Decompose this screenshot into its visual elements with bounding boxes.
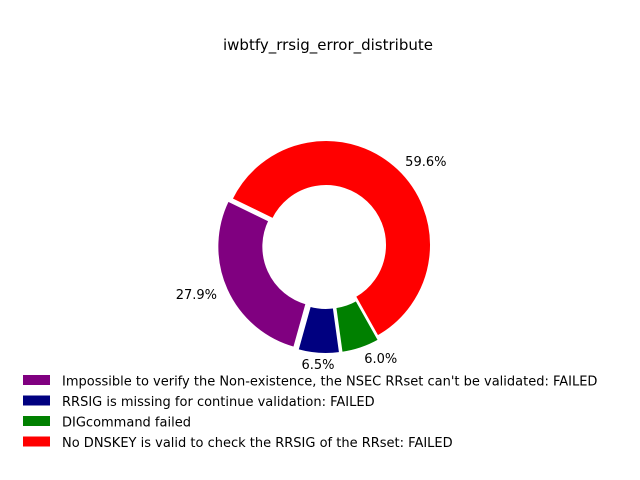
- pie-slice-4: [230, 139, 432, 338]
- legend-entry-4: No DNSKEY is valid to check the RRSIG of…: [23, 436, 453, 451]
- legend: Impossible to verify the Non-existence, …: [23, 375, 597, 451]
- legend-swatch-1: [23, 375, 50, 385]
- percent-labels-layer: 27.9% 6.5% 6.0% 59.6%: [176, 155, 447, 373]
- pie-slice-2: [296, 304, 342, 355]
- slices-layer: [216, 139, 432, 355]
- slice-percent-label-3: 6.0%: [364, 352, 397, 367]
- pie-slice-1: [216, 199, 308, 350]
- legend-entry-3: DIGcommand failed: [23, 416, 191, 431]
- legend-label-2: RRSIG is missing for continue validation…: [62, 395, 375, 410]
- legend-label-1: Impossible to verify the Non-existence, …: [62, 375, 597, 390]
- legend-swatch-3: [23, 416, 50, 426]
- slice-percent-label-1: 27.9%: [176, 288, 217, 303]
- slice-percent-label-4: 59.6%: [405, 155, 446, 170]
- chart-title: iwbtfy_rrsig_error_distribute: [223, 36, 433, 55]
- legend-label-3: DIGcommand failed: [62, 416, 191, 431]
- legend-label-4: No DNSKEY is valid to check the RRSIG of…: [62, 436, 453, 451]
- legend-swatch-4: [23, 436, 50, 447]
- slice-percent-label-2: 6.5%: [301, 358, 334, 373]
- legend-swatch-2: [23, 395, 50, 406]
- legend-entry-2: RRSIG is missing for continue validation…: [23, 395, 375, 410]
- legend-entry-1: Impossible to verify the Non-existence, …: [23, 375, 597, 390]
